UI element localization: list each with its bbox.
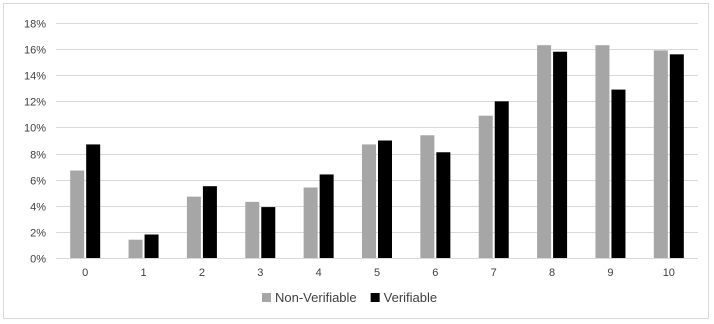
y-tick-label: 10%	[24, 123, 46, 135]
bar-verifiable-2	[202, 186, 217, 258]
gridlines	[56, 23, 698, 259]
bar-non-verifiable-10	[653, 50, 668, 258]
bar-verifiable-7	[494, 101, 509, 258]
legend-swatch-non-verifiable	[262, 293, 271, 302]
x-tick-label: 10	[663, 267, 675, 279]
bar-non-verifiable-4	[303, 187, 318, 258]
bars	[70, 45, 684, 259]
x-tick-label: 1	[140, 267, 146, 279]
chart-frame	[3, 3, 709, 319]
y-tick-label: 6%	[30, 176, 46, 188]
x-tick-label: 0	[82, 267, 88, 279]
y-tick-label: 14%	[24, 71, 46, 83]
bar-non-verifiable-7	[478, 115, 493, 258]
bar-non-verifiable-5	[362, 144, 376, 258]
y-tick-label: 4%	[30, 202, 46, 214]
bar-verifiable-5	[378, 140, 392, 258]
x-tick-label: 8	[549, 267, 555, 279]
bar-verifiable-1	[144, 234, 159, 258]
bar-verifiable-9	[611, 89, 626, 258]
bar-verifiable-10	[669, 54, 684, 259]
y-tick-label: 0%	[30, 254, 46, 266]
legend: Non-Verifiable Verifiable	[262, 290, 437, 305]
x-tick-label: 5	[374, 267, 380, 279]
bar-non-verifiable-0	[70, 170, 85, 258]
bar-non-verifiable-2	[186, 196, 201, 258]
bar-non-verifiable-3	[245, 201, 260, 258]
x-tick-label: 4	[316, 267, 322, 279]
bar-verifiable-4	[319, 174, 334, 258]
legend-label-non-verifiable: Non-Verifiable	[275, 290, 357, 305]
bar-non-verifiable-8	[537, 45, 552, 258]
x-tick-label: 6	[432, 267, 438, 279]
y-tick-label: 8%	[30, 150, 46, 162]
y-tick-label: 16%	[24, 45, 46, 57]
bar-verifiable-6	[436, 152, 451, 258]
bar-non-verifiable-6	[420, 135, 435, 258]
x-tick-label: 9	[607, 267, 613, 279]
bar-verifiable-0	[86, 144, 101, 258]
x-tick-label: 2	[199, 267, 205, 279]
bar-verifiable-3	[261, 207, 276, 258]
bar-verifiable-8	[553, 51, 568, 258]
y-tick-label: 18%	[24, 19, 46, 31]
bar-non-verifiable-1	[128, 239, 143, 258]
x-tick-label: 3	[257, 267, 263, 279]
legend-swatch-verifiable	[370, 293, 380, 302]
y-tick-label: 12%	[24, 97, 46, 109]
y-tick-label: 2%	[30, 228, 46, 240]
bar-non-verifiable-9	[595, 45, 610, 258]
x-tick-label: 7	[491, 267, 497, 279]
axes: 0% 2% 4% 6% 8% 10% 12% 14% 16% 18% 0 1 2 3 4 5 6 7 8 9 10	[24, 19, 675, 280]
legend-label-verifiable: Verifiable	[384, 290, 437, 305]
